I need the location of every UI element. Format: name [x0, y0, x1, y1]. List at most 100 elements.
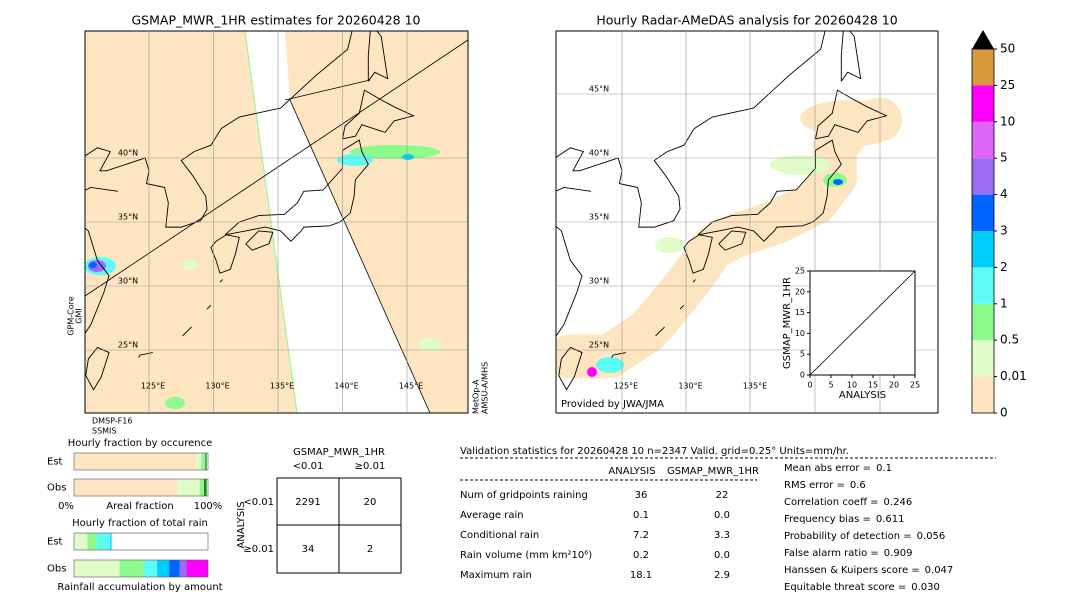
bar-segment — [177, 479, 200, 496]
sensor-label: GMI — [75, 308, 84, 323]
lat-label: 30°N — [589, 277, 609, 286]
colorbar-segment — [972, 340, 994, 377]
coast — [219, 279, 223, 283]
score-value: 0.030 — [911, 582, 940, 593]
bar-segment — [157, 560, 170, 577]
sensor-label: SSMIS — [92, 427, 117, 436]
score-label: Frequency bias = — [784, 514, 871, 525]
row-label: <0.01 — [243, 497, 274, 508]
row-label: Est — [47, 537, 63, 548]
colorbar-label: 0.01 — [1000, 369, 1027, 383]
row-label: ≥0.01 — [243, 544, 274, 555]
overlay: GSMAP_MWR_1HR estimates for 20260428 10 1… — [47, 13, 1027, 594]
rain-patch — [350, 145, 440, 159]
bar-segment — [74, 479, 178, 496]
lat-label: 40°N — [118, 149, 138, 158]
colorbar-label: 0 — [1000, 406, 1008, 420]
score: Correlation coeff = 0.246 — [784, 497, 912, 508]
score-label: RMS error = — [784, 480, 845, 491]
bar-segment — [203, 479, 207, 496]
sensor-label: AMSU-A/MHS — [481, 362, 490, 414]
bar-frame — [73, 452, 209, 471]
coastline — [85, 31, 415, 391]
score: Frequency bias = 0.611 — [784, 514, 905, 525]
coast — [556, 186, 592, 338]
rain-patch — [337, 154, 373, 166]
bar-segment — [186, 560, 208, 577]
coast — [342, 89, 415, 140]
stat-value: 7.2 — [633, 530, 649, 541]
score-value: 0.1 — [876, 463, 892, 474]
stat-value: 22 — [716, 490, 729, 501]
coast — [245, 230, 274, 251]
score: Equitable threat score = 0.030 — [784, 582, 940, 593]
bar-segment — [74, 560, 120, 577]
coast — [815, 89, 888, 140]
coast — [683, 234, 713, 274]
lon-label: 145°E — [399, 382, 423, 391]
coastline — [556, 31, 888, 391]
bar-segment — [201, 453, 206, 470]
rain-patch — [655, 237, 685, 253]
colorbar-segment — [972, 231, 994, 268]
coast — [85, 186, 119, 335]
map-title: GSMAP_MWR_1HR estimates for 20260428 10 — [132, 13, 421, 28]
diagonal — [809, 270, 916, 376]
colorbar-label: 3 — [1000, 224, 1008, 238]
row-title: ANALYSIS — [236, 501, 247, 548]
stat-value: 0.2 — [633, 550, 649, 561]
coast — [224, 139, 369, 242]
sensor-label: DMSP-F16 — [92, 417, 132, 426]
lat-label: 30°N — [118, 277, 138, 286]
table-cell: 34 — [302, 544, 315, 555]
score: RMS error = 0.6 — [784, 480, 866, 491]
swath-edge — [289, 99, 431, 413]
bar-segment — [179, 560, 187, 577]
coast — [182, 326, 192, 337]
coast — [85, 347, 110, 391]
column-label: GSMAP_MWR_1HR — [667, 466, 759, 477]
bar-frame — [73, 478, 209, 497]
x-axis-label: ANALYSIS — [839, 390, 886, 401]
column-label: ANALYSIS — [608, 466, 655, 477]
bar-segment — [199, 479, 204, 496]
colorbar-label: 2 — [1000, 260, 1008, 274]
y-tick-label: 5 — [800, 350, 805, 359]
row-label: Obs — [47, 564, 66, 575]
stat-value: 0.0 — [714, 550, 730, 561]
score: Hanssen & Kuipers score = 0.047 — [784, 565, 953, 576]
table-cell: 2291 — [295, 497, 320, 508]
score-label: Correlation coeff = — [784, 497, 879, 508]
bar-segment — [205, 453, 207, 470]
rain-patch — [89, 262, 97, 268]
colorbar-label: 5 — [1000, 151, 1008, 165]
score-value: 0.909 — [884, 548, 913, 559]
stat-name: Rain volume (mm km²10⁶) — [460, 550, 592, 561]
bar-frame — [73, 532, 209, 551]
colorbar-segment — [972, 376, 994, 413]
swath-edge — [284, 79, 371, 101]
x-tick-label: 10 — [847, 381, 857, 390]
analysis-domain — [800, 100, 900, 136]
rain-patch — [402, 154, 414, 160]
stats-header: Validation statistics for 20260428 10 n=… — [460, 446, 849, 457]
bar-segment — [110, 533, 112, 550]
x-tick-label: 25 — [910, 381, 920, 390]
x-axis-label: Areal fraction — [106, 501, 173, 512]
colorbar-segment — [972, 49, 994, 86]
colorbar-label: 50 — [1000, 42, 1015, 56]
stat-name: Num of gridpoints raining — [460, 490, 588, 501]
y-tick-label: 10 — [795, 329, 805, 338]
coast — [692, 279, 696, 283]
analysis-domain — [556, 97, 902, 379]
coast — [655, 326, 665, 337]
row-label: Obs — [47, 483, 66, 494]
colorbar-segment — [972, 158, 994, 195]
score-value: 0.056 — [917, 531, 946, 542]
score-label: Probability of detection = — [784, 531, 912, 542]
stat-value: 36 — [635, 490, 648, 501]
colorbar-segment — [972, 194, 994, 231]
x-tick-label: 5 — [828, 381, 833, 390]
coast — [138, 352, 153, 358]
bar-frame — [73, 559, 209, 578]
